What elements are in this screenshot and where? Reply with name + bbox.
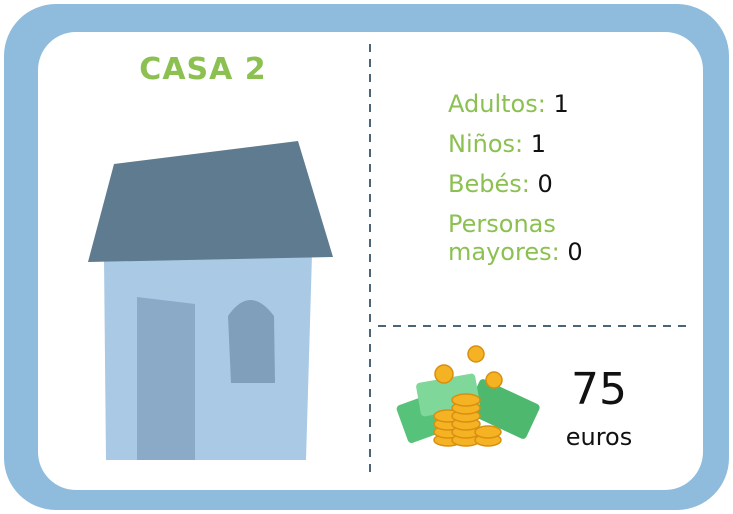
member-count: 1: [530, 130, 547, 158]
member-label: Bebés:: [448, 170, 530, 198]
member-label: Personas mayores:: [448, 210, 560, 266]
member-row: Bebés: 0: [448, 170, 623, 198]
member-list: Adultos: 1 Niños: 1 Bebés: 0 Personas mayor…: [448, 90, 623, 278]
member-label: Niños:: [448, 130, 524, 158]
member-row: Niños: 1: [448, 130, 623, 158]
money-illustration: [396, 345, 540, 447]
member-row: Personas mayores: 0: [448, 210, 623, 266]
price-value: 75: [571, 364, 627, 415]
price-unit: euros: [565, 423, 633, 451]
house-illustration: [88, 141, 333, 460]
member-count: 0: [537, 170, 553, 198]
member-count: 0: [567, 238, 583, 266]
member-row: Adultos: 1: [448, 90, 623, 118]
member-label: Adultos:: [448, 90, 546, 118]
member-count: 1: [553, 90, 569, 118]
house-title: CASA 2: [139, 52, 267, 87]
